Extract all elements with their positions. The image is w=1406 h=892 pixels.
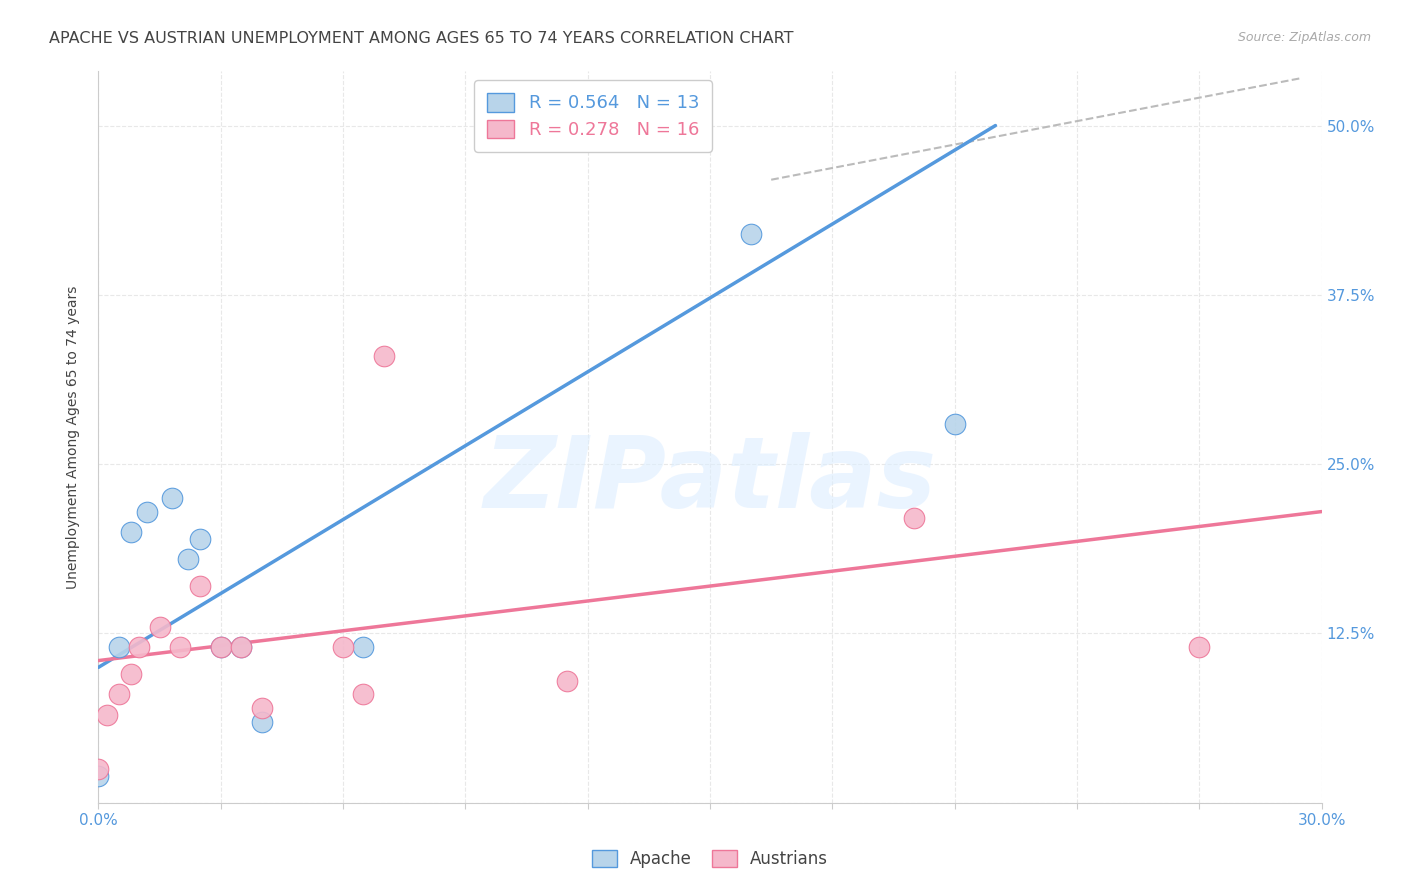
Point [352,640,374,654]
Point [188,579,212,593]
Point [177,552,200,566]
Point [332,640,354,654]
Point [160,491,183,505]
Point [120,667,142,681]
Point [943,417,966,431]
Y-axis label: Unemployment Among Ages 65 to 74 years: Unemployment Among Ages 65 to 74 years [66,285,80,589]
Legend: Apache, Austrians: Apache, Austrians [585,844,835,875]
Point [209,640,232,654]
Point [352,688,374,702]
Text: ZIPatlas: ZIPatlas [484,433,936,530]
Point [903,511,925,525]
Point [1188,640,1211,654]
Point [250,714,273,729]
Point [740,227,762,241]
Point [87,762,110,776]
Point [188,532,212,546]
Text: Source: ZipAtlas.com: Source: ZipAtlas.com [1237,31,1371,45]
Point [231,640,253,654]
Point [250,701,273,715]
Point [231,640,253,654]
Point [373,349,395,363]
Point [128,640,150,654]
Point [209,640,232,654]
Point [96,707,118,722]
Point [149,620,172,634]
Point [120,524,142,539]
Point [557,673,579,688]
Point [108,688,131,702]
Text: APACHE VS AUSTRIAN UNEMPLOYMENT AMONG AGES 65 TO 74 YEARS CORRELATION CHART: APACHE VS AUSTRIAN UNEMPLOYMENT AMONG AG… [49,31,794,46]
Point [87,769,110,783]
Point [108,640,131,654]
Point [169,640,191,654]
Point [136,505,159,519]
